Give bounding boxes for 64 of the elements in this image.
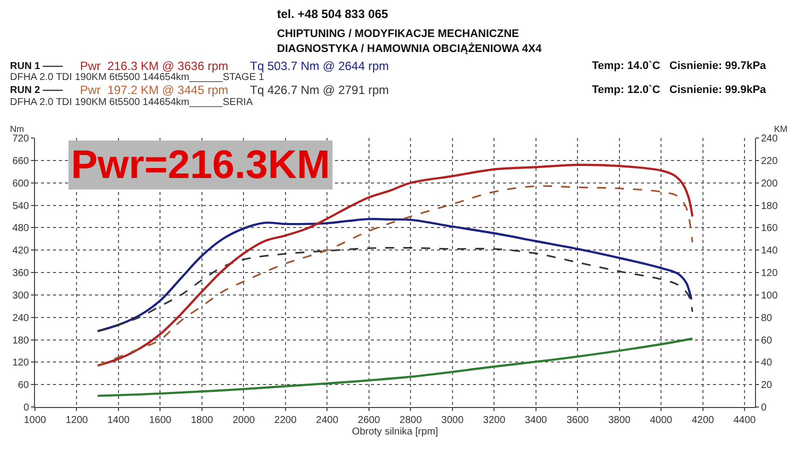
y-tick-label: 360 (12, 268, 30, 279)
x-tick-label: 1200 (66, 415, 88, 426)
text: Pwr 197.2 KM @ 3445 rpm (80, 83, 228, 97)
x-tick-label: 3000 (441, 415, 464, 426)
y-tick-label: 720 (12, 134, 30, 144)
y-tick-label: 240 (12, 312, 30, 324)
x-tick-label: 3400 (524, 415, 548, 426)
y2-tick-label: 40 (761, 358, 773, 369)
y2-tick-label: 0 (761, 402, 767, 414)
y-tick-label: 0 (23, 402, 30, 414)
y-tick-label: 60 (18, 380, 30, 392)
text: Temp: 12.0`C Cisnienie: 99.9kPa (592, 84, 767, 96)
text: Pwr 216.3 KM @ 3636 rpm (80, 59, 228, 73)
x-tick-label: 1600 (149, 415, 172, 426)
text: DFHA 2.0 TDI 190KM 6t5500 144654km______STAGE 1 (10, 72, 265, 83)
y2-tick-label: 140 (761, 246, 778, 257)
y-tick-label: 300 (12, 290, 30, 302)
y2-tick-label: 120 (761, 268, 778, 279)
y2-tick-label: 80 (761, 312, 773, 324)
x-tick-label: 2400 (316, 415, 339, 426)
x-tick-label: 3800 (608, 415, 631, 426)
y2-axis-title: KM (774, 124, 788, 134)
y-tick-label: 180 (12, 335, 30, 346)
text: DIAGNOSTYKA / HAMOWNIA OBCIĄŻENIOWA 4X4 (277, 42, 542, 55)
x-tick-label: 3200 (483, 415, 506, 426)
text: RUN 2 —— (10, 85, 63, 96)
text: DFHA 2.0 TDI 190KM 6t5500 144654km______SERIA (10, 97, 254, 108)
text: Temp: 14.0`C Cisnienie: 99.7kPa (592, 60, 767, 72)
text: tel. +48 504 833 065 (277, 7, 388, 21)
line-series (96, 246, 694, 332)
x-axis-title: Obroty silnika [rpm] (352, 426, 438, 438)
y-tick-label: 480 (12, 223, 30, 234)
y2-tick-label: 100 (761, 290, 778, 302)
line-series (96, 338, 694, 397)
line-series (96, 218, 692, 332)
y2-tick-label: 160 (761, 223, 778, 234)
x-tick-label: 4000 (650, 415, 673, 426)
x-tick-label: 3600 (566, 415, 590, 426)
x-tick-label: 4200 (692, 415, 714, 426)
y2-tick-label: 60 (761, 335, 773, 346)
y-tick-label: 600 (12, 178, 30, 190)
y2-tick-label: 180 (761, 200, 778, 212)
y-tick-label: 660 (12, 156, 30, 167)
x-tick-label: 1800 (190, 415, 214, 426)
y2-tick-label: 200 (761, 178, 778, 190)
text: CHIPTUNING / MODYFIKACJE MECHANICZNE (277, 28, 520, 40)
y2-tick-label: 20 (761, 380, 773, 392)
x-tick-label: 2200 (274, 415, 297, 426)
text: Tq 503.7 Nm @ 2644 rpm (250, 59, 389, 73)
x-tick-label: 2800 (400, 415, 422, 426)
y-tick-label: 120 (12, 358, 30, 369)
x-tick-label: 2000 (232, 415, 256, 426)
y-axis-title: Nm (10, 124, 24, 134)
x-tick-label: 1400 (107, 415, 130, 426)
text: RUN 1 —— (10, 61, 63, 72)
text: Tq 426.7 Nm @ 2791 rpm (250, 83, 389, 97)
x-tick-label: 2600 (358, 415, 380, 426)
annotation: Pwr=216.3KM (71, 143, 330, 187)
y2-tick-label: 240 (761, 134, 778, 144)
x-tick-label: 4400 (733, 415, 756, 426)
y-tick-label: 540 (12, 200, 30, 212)
y2-tick-label: 220 (761, 156, 778, 167)
x-tick-label: 1000 (24, 415, 47, 426)
y-tick-label: 420 (12, 246, 30, 257)
